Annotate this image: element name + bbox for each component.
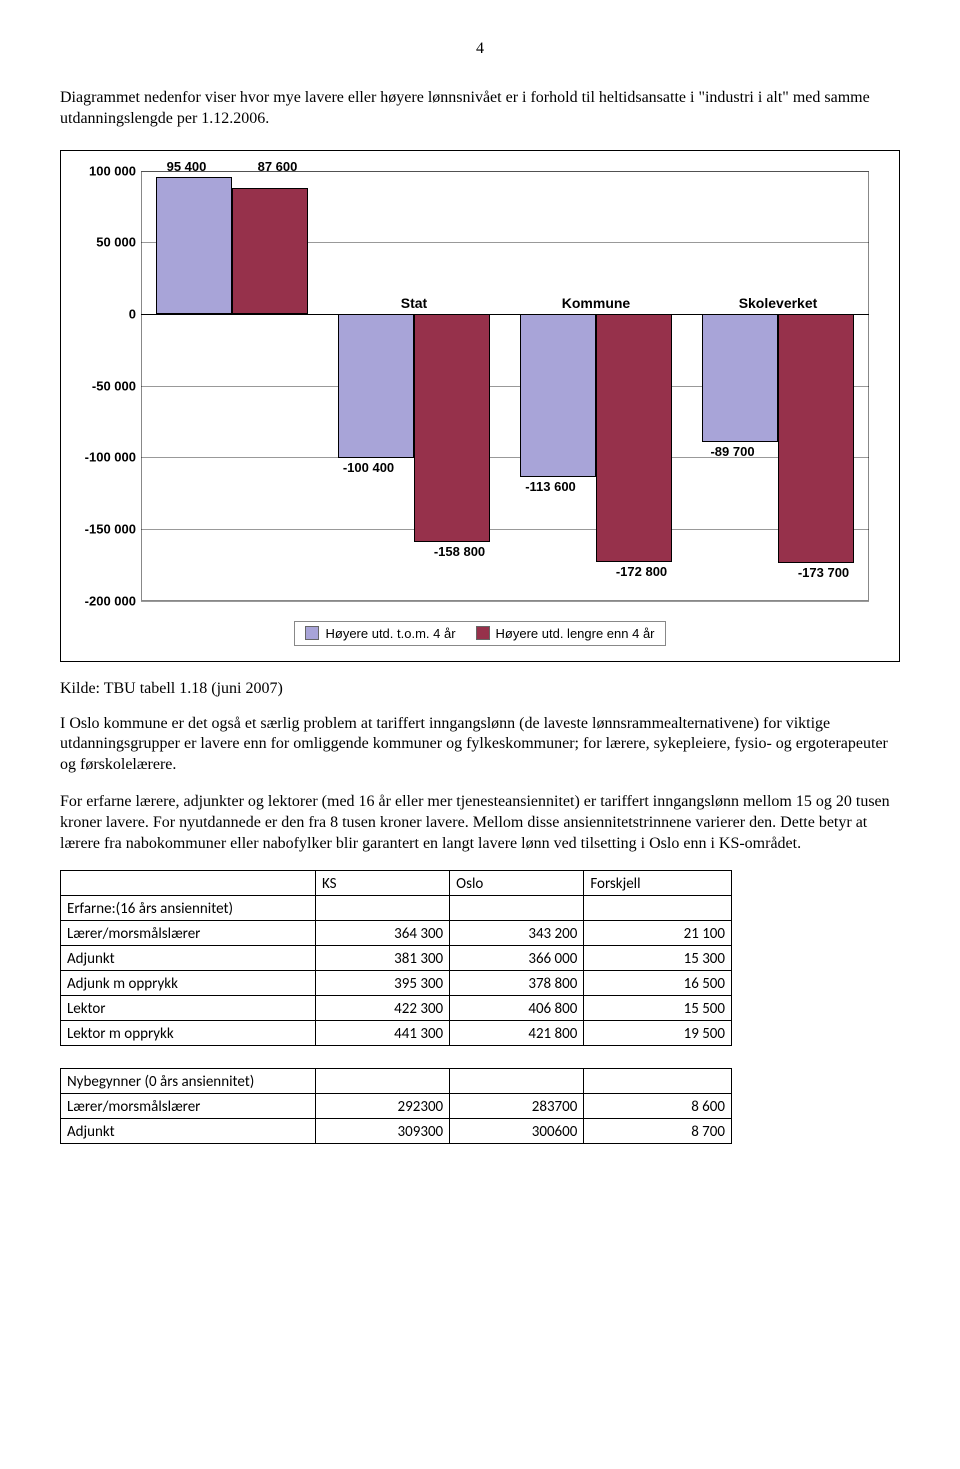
salary-table-beginner: Nybegynner (0 års ansiennitet)Lærer/mors…: [60, 1068, 732, 1144]
value-label: -173 700: [778, 565, 869, 580]
table-row: Adjunkt3093003006008 700: [61, 1119, 732, 1144]
table-cell: 8 700: [584, 1119, 732, 1144]
intro-paragraph: Diagrammet nedenfor viser hvor mye laver…: [60, 88, 900, 130]
table-cell: Adjunkt: [61, 1119, 316, 1144]
table-cell: 300600: [450, 1119, 584, 1144]
table-cell: 422 300: [315, 996, 449, 1021]
gridline: [141, 601, 869, 602]
bar: [232, 188, 308, 314]
y-axis-tick-label: -50 000: [81, 378, 136, 393]
table-row: Lærer/morsmålslærer364 300343 20021 100: [61, 921, 732, 946]
table-row: Lærer/morsmålslærer2923002837008 600: [61, 1094, 732, 1119]
legend-swatch-blue: [305, 626, 319, 640]
table-header-cell: KS: [315, 871, 449, 896]
category-label: Stat: [323, 295, 505, 311]
bar: [414, 314, 490, 542]
table-cell: Adjunkt: [61, 946, 316, 971]
y-axis-tick-label: -150 000: [81, 521, 136, 536]
table-cell: 292300: [315, 1094, 449, 1119]
category-label: Skoleverket: [687, 295, 869, 311]
y-axis-tick-label: 0: [81, 306, 136, 321]
table-cell: 15 300: [584, 946, 732, 971]
y-axis-tick-label: -200 000: [81, 593, 136, 608]
table-cell: Adjunk m opprykk: [61, 971, 316, 996]
table-cell: 364 300: [315, 921, 449, 946]
chart-plot-area: 100 00050 0000-50 000-100 000-150 000-20…: [141, 171, 869, 601]
table-header-cell: Oslo: [450, 871, 584, 896]
table-cell: 366 000: [450, 946, 584, 971]
category-label: Kommune: [505, 295, 687, 311]
bar: [156, 177, 232, 314]
bar: [778, 314, 854, 563]
table-cell: 378 800: [450, 971, 584, 996]
table-cell: Lektor m opprykk: [61, 1021, 316, 1046]
salary-table-experienced: KSOsloForskjell Erfarne:(16 års ansiennit…: [60, 870, 732, 1046]
table-row: Lektor m opprykk441 300421 80019 500: [61, 1021, 732, 1046]
page-number: 4: [60, 40, 900, 58]
value-label: 95 400: [141, 159, 232, 174]
value-label: -100 400: [323, 460, 414, 475]
table-subhead: Erfarne:(16 års ansiennitet): [61, 896, 316, 921]
table-cell: 381 300: [315, 946, 449, 971]
table-cell: Lektor: [61, 996, 316, 1021]
value-label: -89 700: [687, 444, 778, 459]
y-axis-tick-label: 100 000: [81, 163, 136, 178]
table-cell: 395 300: [315, 971, 449, 996]
table-cell: 21 100: [584, 921, 732, 946]
value-label: -158 800: [414, 544, 505, 559]
table-cell: 283700: [450, 1094, 584, 1119]
bar: [596, 314, 672, 562]
chart-legend: Høyere utd. t.o.m. 4 år Høyere utd. leng…: [294, 621, 665, 646]
table-cell: 441 300: [315, 1021, 449, 1046]
table-header-cell: [61, 871, 316, 896]
table-subhead: Nybegynner (0 års ansiennitet): [61, 1069, 316, 1094]
table-cell: 343 200: [450, 921, 584, 946]
legend-label: Høyere utd. t.o.m. 4 år: [325, 626, 455, 641]
table-cell: 16 500: [584, 971, 732, 996]
table-cell: 15 500: [584, 996, 732, 1021]
bar: [702, 314, 778, 443]
legend-swatch-red: [476, 626, 490, 640]
bar-group: Finans95 40087 600: [141, 171, 323, 601]
table-cell-empty: [450, 896, 584, 921]
chart-source-caption: Kilde: TBU tabell 1.18 (juni 2007): [60, 680, 900, 698]
table-row: Adjunk m opprykk395 300378 80016 500: [61, 971, 732, 996]
table-cell: 421 800: [450, 1021, 584, 1046]
chart-container: 100 000 50 000 0 -50 000 -100 000 -150 000 -20…: [60, 150, 900, 662]
table-cell-empty: [315, 1069, 449, 1094]
body-paragraph: I Oslo kommune er det også et særlig pro…: [60, 714, 900, 776]
y-axis-tick-label: 50 000: [81, 235, 136, 250]
table-row: Lektor422 300406 80015 500: [61, 996, 732, 1021]
table-row: Adjunkt381 300366 00015 300: [61, 946, 732, 971]
table-cell: Lærer/morsmålslærer: [61, 1094, 316, 1119]
table-cell-empty: [315, 896, 449, 921]
legend-label: Høyere utd. lengre enn 4 år: [496, 626, 655, 641]
table-cell: 309300: [315, 1119, 449, 1144]
value-label: 87 600: [232, 159, 323, 174]
bar-group: Stat -100 400 -158 800: [323, 171, 505, 601]
table-cell: 8 600: [584, 1094, 732, 1119]
table-cell: 406 800: [450, 996, 584, 1021]
value-label: -113 600: [505, 479, 596, 494]
body-paragraph: For erfarne lærere, adjunkter og lektore…: [60, 792, 900, 854]
legend-item: Høyere utd. lengre enn 4 år: [476, 626, 655, 641]
table-cell: 19 500: [584, 1021, 732, 1046]
table-header-cell: Forskjell: [584, 871, 732, 896]
value-label: -172 800: [596, 564, 687, 579]
table-cell-empty: [450, 1069, 584, 1094]
bar: [520, 314, 596, 477]
table-cell-empty: [584, 1069, 732, 1094]
bar-group: Skoleverket -89 700 -173 700: [687, 171, 869, 601]
y-axis-tick-label: -100 000: [81, 450, 136, 465]
table-cell-empty: [584, 896, 732, 921]
bar: [338, 314, 414, 458]
table-cell: Lærer/morsmålslærer: [61, 921, 316, 946]
legend-item: Høyere utd. t.o.m. 4 år: [305, 626, 455, 641]
bar-group: Kommune -113 600 -172 800: [505, 171, 687, 601]
